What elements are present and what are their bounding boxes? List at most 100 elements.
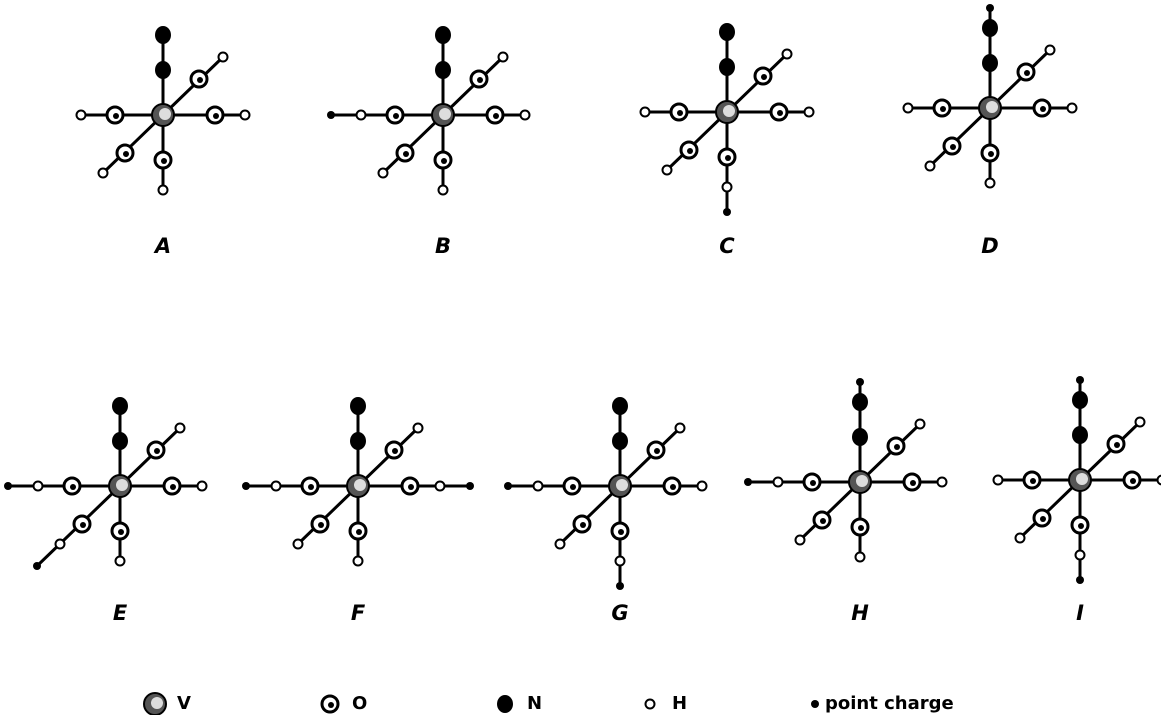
cluster	[992, 376, 1161, 584]
h-atom	[1014, 532, 1026, 544]
point-charge	[744, 478, 752, 486]
cluster	[504, 397, 708, 590]
h-atom	[721, 181, 733, 193]
o-inner	[810, 480, 816, 486]
n-atom	[612, 432, 628, 450]
h-atom	[639, 106, 651, 118]
o-inner	[570, 484, 576, 490]
h-atom	[32, 480, 44, 492]
point-charge	[33, 562, 41, 570]
h-atom	[352, 555, 364, 567]
h-atom	[661, 164, 673, 176]
o-inner	[670, 484, 676, 490]
h-atom	[75, 109, 87, 121]
point-charge	[1076, 576, 1084, 584]
v-dots	[151, 697, 163, 709]
o-inner	[1040, 516, 1046, 522]
h-atom	[554, 538, 566, 550]
n-atom	[435, 26, 451, 44]
o-inner	[940, 106, 946, 112]
h-atom	[1156, 474, 1161, 486]
n-atom	[852, 428, 868, 446]
o-inner	[1040, 106, 1046, 112]
v-dots	[1076, 473, 1088, 485]
o-inner	[392, 448, 398, 454]
legend-label: H	[672, 693, 687, 714]
h-atom	[854, 551, 866, 563]
h-atom	[1066, 102, 1078, 114]
n-atom	[719, 58, 735, 76]
h-atom	[217, 51, 229, 63]
cluster	[902, 4, 1078, 189]
h-atom	[614, 555, 626, 567]
h-atom	[497, 51, 509, 63]
n-atom	[350, 432, 366, 450]
panel-label: I	[1076, 601, 1084, 625]
v-dots	[439, 108, 451, 120]
h-atom	[696, 480, 708, 492]
o-inner	[910, 480, 916, 486]
v-dots	[354, 479, 366, 491]
point-charge	[327, 111, 335, 119]
legend-label: O	[352, 693, 367, 714]
point-charge	[856, 378, 864, 386]
o-inner	[677, 110, 683, 116]
n-atom	[982, 54, 998, 72]
n-atom	[982, 19, 998, 37]
bond	[928, 106, 992, 168]
panel-label: B	[435, 234, 451, 258]
panel-label: F	[351, 601, 366, 625]
legend-label: point charge	[825, 693, 954, 714]
o-inner	[1114, 442, 1120, 448]
o-inner	[988, 151, 994, 157]
cluster	[327, 26, 531, 196]
point-charge	[504, 482, 512, 490]
h-atom	[434, 480, 446, 492]
o-inner	[477, 77, 483, 83]
o-inner	[777, 110, 783, 116]
o-inner	[618, 529, 624, 535]
n-atom	[155, 26, 171, 44]
cluster	[75, 26, 251, 196]
h-atom	[781, 48, 793, 60]
o-inner	[1130, 478, 1136, 484]
point-charge	[1076, 376, 1084, 384]
o-inner	[113, 113, 119, 119]
o-inner	[197, 77, 203, 83]
n-atom	[112, 397, 128, 415]
point-charge	[242, 482, 250, 490]
o-inner	[441, 158, 447, 164]
h-atom	[803, 106, 815, 118]
n-atom	[497, 695, 513, 713]
h-atom	[984, 177, 996, 189]
n-atom	[852, 393, 868, 411]
h-atom	[1074, 549, 1086, 561]
bond	[296, 484, 360, 546]
h-atom	[54, 538, 66, 550]
h-atom	[1134, 416, 1146, 428]
n-atom	[112, 432, 128, 450]
panel-label: A	[153, 234, 171, 258]
cluster	[242, 397, 474, 567]
point-charge	[723, 208, 731, 216]
h-atom	[794, 534, 806, 546]
o-inner	[725, 155, 731, 161]
o-inner	[403, 151, 409, 157]
panel-label: H	[851, 601, 869, 625]
n-atom	[612, 397, 628, 415]
h-atom	[914, 418, 926, 430]
o-inner	[761, 74, 767, 80]
h-atom	[924, 160, 936, 172]
bond	[558, 484, 622, 546]
point-charge	[986, 4, 994, 12]
o-inner	[70, 484, 76, 490]
v-dots	[159, 108, 171, 120]
o-inner	[393, 113, 399, 119]
h-atom	[992, 474, 1004, 486]
o-inner	[580, 522, 586, 528]
h-atom	[1044, 44, 1056, 56]
h-atom	[355, 109, 367, 121]
o-inner	[318, 522, 324, 528]
